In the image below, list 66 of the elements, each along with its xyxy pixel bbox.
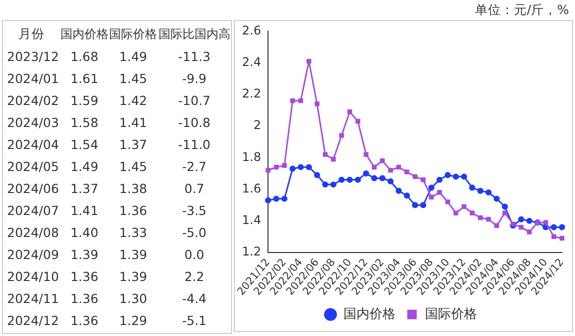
legend-label: 国际价格 xyxy=(425,306,477,322)
category-label: 2024/02 xyxy=(7,92,59,108)
text: -5.0 xyxy=(182,224,207,240)
category-label: 国际比国内高 xyxy=(158,26,231,42)
text: 1.45 xyxy=(119,70,148,86)
category-label: 2024/06 xyxy=(7,180,59,196)
text: 1.49 xyxy=(70,158,98,174)
y-tick-label: 2.6 xyxy=(242,23,262,38)
y-tick-label: 1.2 xyxy=(242,244,262,259)
category-label: 2024/12 xyxy=(7,312,59,328)
text: 1.38 xyxy=(119,180,148,196)
text: 1.36 xyxy=(70,268,98,284)
text: 1.54 xyxy=(70,136,98,152)
category-label: 国际价格 xyxy=(108,26,158,42)
category-label: 国内价格 xyxy=(60,26,109,42)
text: 1.59 xyxy=(70,92,98,108)
text: 1.37 xyxy=(119,136,148,152)
text: 1.68 xyxy=(70,48,98,64)
text: 0.0 xyxy=(184,246,204,262)
text: 1.39 xyxy=(119,246,148,262)
text: 1.30 xyxy=(119,290,148,306)
text: -10.7 xyxy=(178,92,210,108)
text: 1.37 xyxy=(70,180,98,196)
text: -5.1 xyxy=(182,312,207,328)
text: 1.36 xyxy=(70,290,98,306)
legend-label: 国内价格 xyxy=(344,306,396,322)
text: 1.40 xyxy=(70,224,98,240)
y-tick-label: 2.4 xyxy=(242,54,262,69)
category-label: 2024/01 xyxy=(7,70,59,86)
text: 0.7 xyxy=(184,180,204,196)
text: 1.58 xyxy=(70,114,98,130)
category-label: 2024/05 xyxy=(7,158,59,174)
text: 1.39 xyxy=(119,268,148,284)
y-tick-label: 2 xyxy=(253,118,262,132)
y-tick-label: 1.4 xyxy=(242,213,262,227)
text: 1.42 xyxy=(119,92,148,108)
text: 月份 xyxy=(17,24,46,42)
text: 1.29 xyxy=(119,312,148,328)
category-label: 2023/12 xyxy=(7,48,59,64)
category-label: 2024/07 xyxy=(7,202,59,218)
y-tick-label: 1.8 xyxy=(242,150,262,164)
text: 1.33 xyxy=(119,224,148,240)
text: -10.8 xyxy=(178,114,210,130)
text: -11.3 xyxy=(178,48,210,64)
category-label: 2024/08 xyxy=(7,224,59,240)
y-tick-label: 2.2 xyxy=(242,86,262,101)
text: -11.0 xyxy=(178,136,210,152)
text: 1.41 xyxy=(119,114,148,130)
text: 1.41 xyxy=(70,202,98,218)
text: 2.2 xyxy=(184,268,204,284)
category-label: 2024/03 xyxy=(7,114,59,130)
text: 1.49 xyxy=(119,48,148,64)
text: -9.9 xyxy=(182,70,207,86)
text: 1.36 xyxy=(119,202,148,218)
text: 1.45 xyxy=(119,158,148,174)
text: -2.7 xyxy=(182,158,207,174)
text: 1.61 xyxy=(70,70,98,86)
category-label: 2024/04 xyxy=(7,136,59,152)
text: 1.39 xyxy=(70,246,98,262)
text: -4.4 xyxy=(182,290,207,306)
category-label: 2024/09 xyxy=(7,246,59,262)
text: -3.5 xyxy=(182,202,207,218)
text: 1.36 xyxy=(70,312,98,328)
text: 单位：元/斤，% xyxy=(474,2,569,17)
y-tick-label: 1.6 xyxy=(242,181,262,196)
category-label: 2024/11 xyxy=(7,290,59,306)
